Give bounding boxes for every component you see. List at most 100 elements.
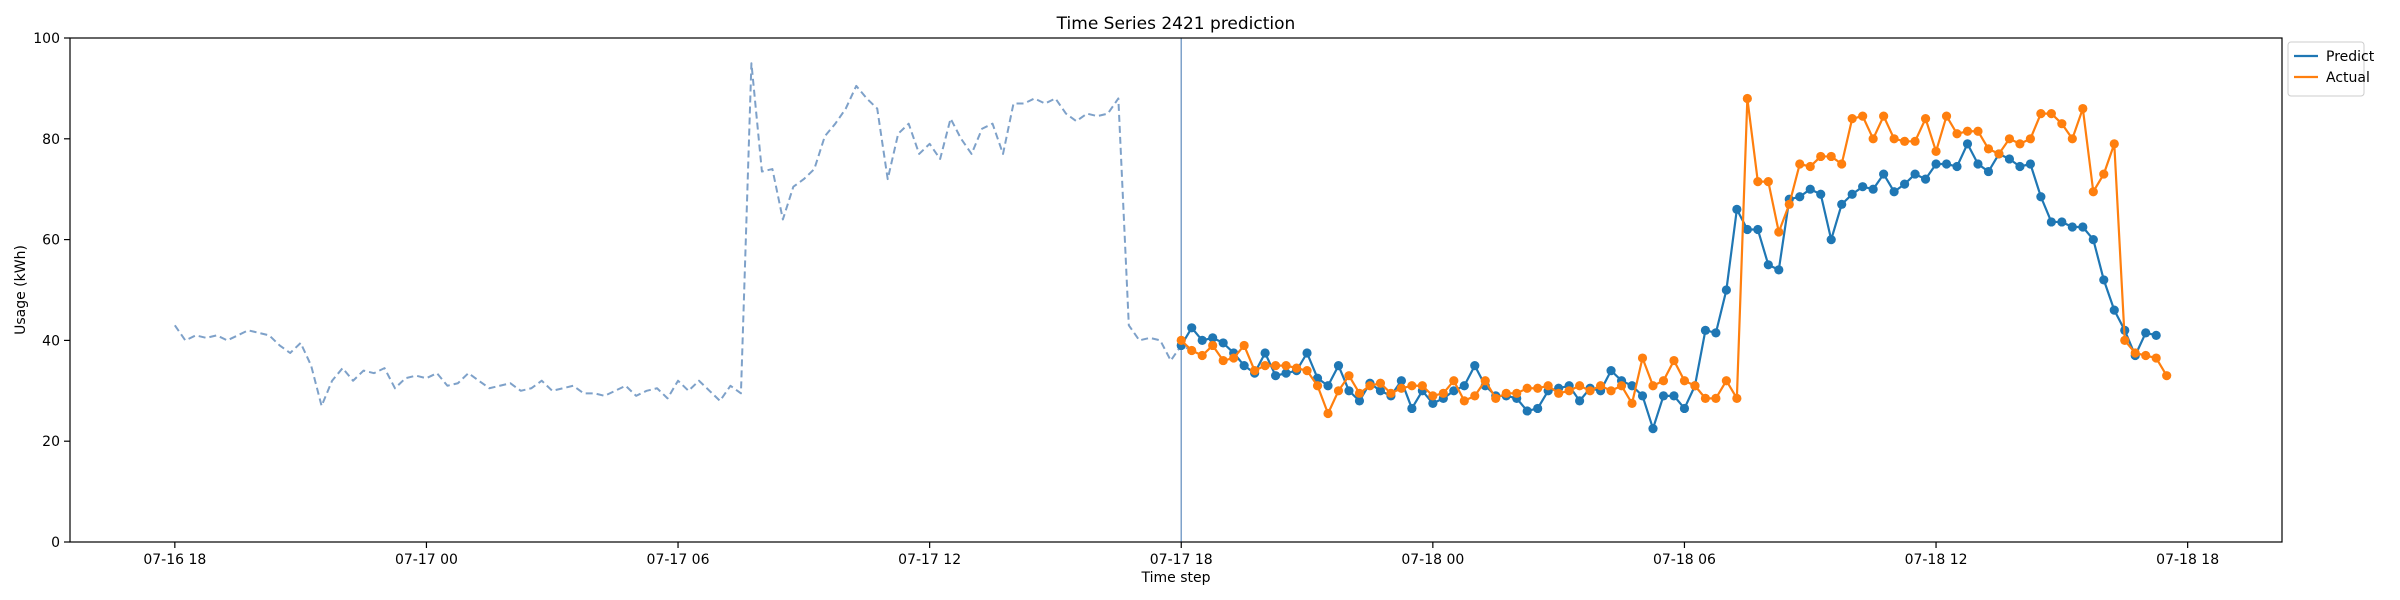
data-point-actual	[2015, 139, 2025, 149]
y-tick-label: 40	[42, 333, 60, 349]
data-point-predict	[1627, 381, 1637, 391]
data-point-predict	[2151, 330, 2161, 340]
data-point-actual	[1208, 340, 1218, 351]
data-point-actual	[1763, 177, 1773, 187]
data-point-actual	[1459, 396, 1469, 406]
data-point-actual	[1637, 353, 1648, 363]
data-point-actual	[1784, 199, 1794, 209]
data-point-actual	[1239, 340, 1249, 351]
data-point-predict	[1208, 333, 1218, 343]
data-point-predict	[1711, 328, 1721, 338]
y-tick-label: 80	[42, 132, 60, 148]
data-point-predict	[1753, 224, 1763, 235]
data-point-predict	[2004, 154, 2015, 164]
data-point-actual	[1512, 388, 1522, 398]
chart-title: Time Series 2421 prediction	[1056, 14, 1296, 34]
data-point-predict	[1900, 179, 1910, 189]
data-point-actual	[1847, 114, 1857, 124]
plot-frame	[69, 37, 2283, 543]
data-point-actual	[1396, 383, 1406, 393]
y-tick-label: 60	[42, 233, 60, 249]
data-point-predict	[2015, 161, 2025, 172]
series-line-predict	[1180, 142, 2157, 430]
data-point-predict	[1763, 260, 1773, 270]
data-point-actual	[1868, 134, 1878, 144]
data-point-predict	[1470, 361, 1480, 371]
data-point-predict	[1239, 361, 1249, 371]
data-point-actual	[1931, 146, 1941, 156]
data-point-predict	[1858, 182, 1868, 192]
data-point-predict	[1187, 323, 1197, 333]
data-point-predict	[1700, 325, 1711, 335]
data-point-predict	[1816, 189, 1826, 199]
x-tick-label: 07-17 18	[1150, 552, 1213, 568]
data-point-actual	[1197, 350, 1207, 361]
data-point-actual	[1816, 151, 1826, 162]
data-point-actual	[1941, 111, 1952, 121]
data-point-actual	[2130, 348, 2140, 358]
data-point-predict	[1658, 391, 1669, 401]
data-point-actual	[1973, 126, 1983, 136]
data-point-predict	[1847, 189, 1857, 199]
x-tick-label: 07-17 00	[395, 552, 458, 568]
data-point-actual	[1595, 381, 1606, 391]
data-point-actual	[1679, 376, 1690, 386]
data-point-actual	[1952, 129, 1962, 139]
data-point-predict	[1973, 159, 1983, 169]
x-tick-label: 07-17 12	[898, 552, 961, 568]
data-point-actual	[2046, 109, 2056, 119]
data-point-predict	[1931, 159, 1941, 169]
data-point-predict	[2109, 305, 2119, 315]
data-point-actual	[1711, 393, 1721, 403]
data-point-predict	[1218, 338, 1228, 348]
legend: Predict Actual	[2287, 41, 2375, 97]
data-point-actual	[2036, 109, 2046, 119]
data-point-predict	[1375, 386, 1386, 396]
data-point-predict	[1962, 139, 1973, 149]
data-point-predict	[2099, 275, 2109, 285]
data-point-predict	[1826, 235, 1836, 245]
data-point-actual	[2078, 103, 2088, 114]
data-point-actual	[1501, 388, 1511, 398]
data-point-actual	[1480, 376, 1490, 386]
data-point-predict	[1774, 265, 1784, 275]
y-tick-label: 100	[33, 31, 60, 47]
series-line-history	[174, 62, 1193, 407]
data-point-actual	[2141, 350, 2151, 361]
data-point-predict	[1669, 391, 1679, 401]
data-point-predict	[1889, 187, 1899, 197]
data-point-actual	[1669, 355, 1679, 366]
data-point-actual	[1302, 366, 1312, 376]
y-axis-label: Usage (kWh)	[13, 245, 29, 335]
data-point-actual	[1176, 335, 1186, 345]
x-tick-label: 07-18 12	[1905, 552, 1968, 568]
data-point-predict	[1648, 424, 1658, 434]
data-point-actual	[1721, 376, 1731, 386]
data-point-predict	[1606, 366, 1616, 376]
data-point-predict	[1459, 381, 1469, 391]
y-tick-label: 20	[42, 434, 60, 450]
data-point-predict	[1333, 361, 1344, 371]
data-point-actual	[1983, 144, 1994, 154]
data-point-actual	[1564, 386, 1574, 396]
data-point-predict	[1868, 184, 1878, 194]
data-point-actual	[1606, 386, 1616, 396]
data-point-actual	[1585, 386, 1595, 396]
data-point-actual	[1407, 381, 1417, 391]
data-point-actual	[1470, 391, 1480, 401]
data-point-actual	[1187, 345, 1197, 356]
data-point-actual	[1438, 388, 1448, 398]
data-point-predict	[1270, 371, 1281, 381]
data-point-actual	[1449, 376, 1459, 386]
data-point-predict	[1354, 396, 1365, 406]
data-point-predict	[1837, 199, 1847, 209]
data-point-predict	[2036, 192, 2046, 202]
data-point-actual	[1826, 151, 1836, 162]
data-point-predict	[1533, 403, 1543, 414]
data-point-actual	[2099, 169, 2109, 179]
data-point-predict	[1721, 285, 1731, 295]
data-point-predict	[1795, 192, 1805, 202]
data-point-actual	[1900, 136, 1910, 146]
data-point-actual	[2025, 134, 2035, 144]
